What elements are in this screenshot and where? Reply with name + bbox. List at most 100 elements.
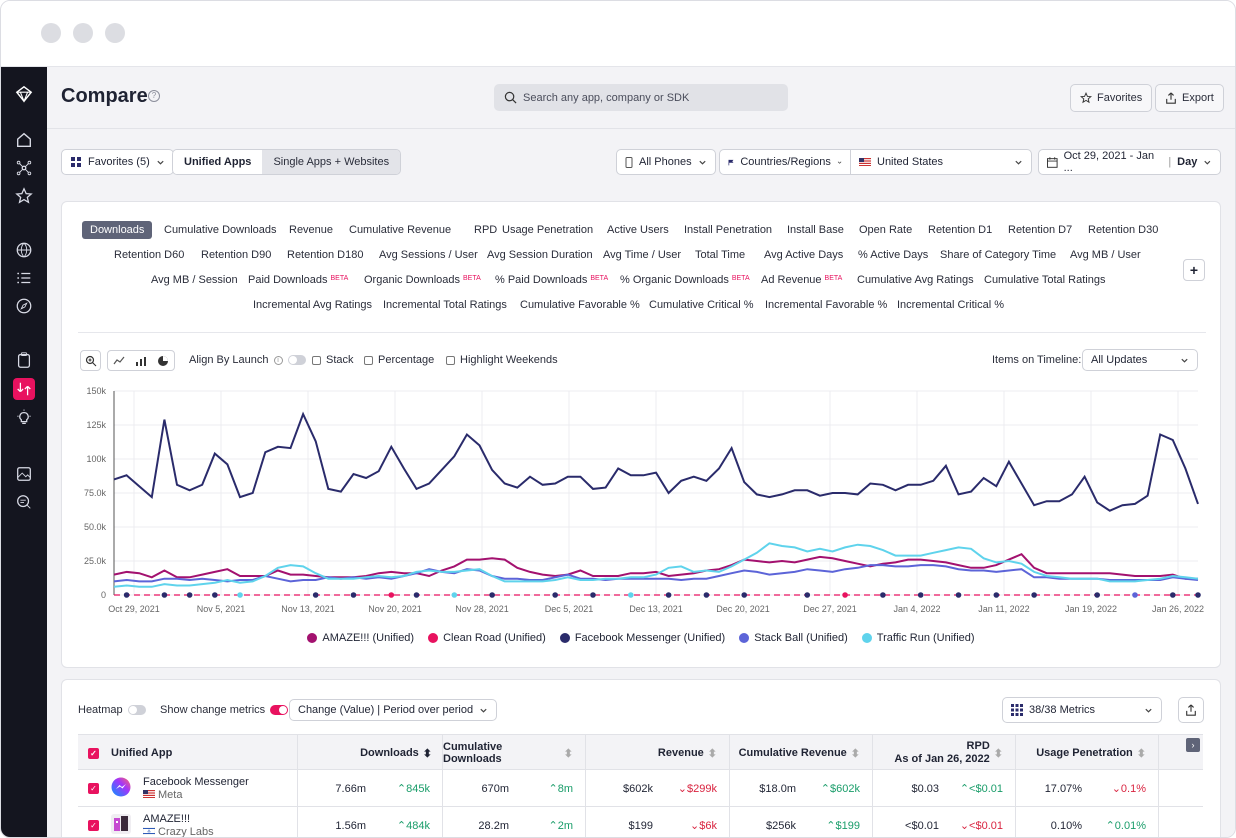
country-dropdown[interactable]: United States <box>850 149 1032 175</box>
metric-tab-retention-d30[interactable]: Retention D30 <box>1088 224 1159 236</box>
update-marker[interactable] <box>552 592 558 598</box>
update-marker[interactable] <box>665 592 672 598</box>
review-search-icon[interactable] <box>13 491 35 513</box>
publisher-name[interactable]: Crazy Labs <box>158 825 214 838</box>
metric-tab-active-days[interactable]: % Active Days <box>858 249 929 261</box>
network-icon[interactable] <box>13 157 35 179</box>
table-export-button[interactable] <box>1178 697 1204 723</box>
percentage-checkbox[interactable]: Percentage <box>364 354 434 366</box>
legend-item[interactable]: Clean Road (Unified) <box>428 632 546 644</box>
logo-gem-icon[interactable] <box>13 83 35 105</box>
metric-tab-retention-d90[interactable]: Retention D90 <box>201 249 272 261</box>
update-marker[interactable] <box>627 592 634 598</box>
metric-tab-incremental-critical[interactable]: Incremental Critical % <box>897 299 1004 311</box>
window-maximize-dot[interactable] <box>105 23 125 43</box>
metric-tab-cumulative-downloads[interactable]: Cumulative Downloads <box>164 224 277 236</box>
update-marker[interactable] <box>1132 592 1138 598</box>
publisher-name[interactable]: Meta <box>158 788 183 801</box>
metric-tab-cumulative-favorable[interactable]: Cumulative Favorable % <box>520 299 640 311</box>
compare-icon[interactable] <box>13 378 35 400</box>
legend-item[interactable]: AMAZE!!! (Unified) <box>307 632 414 644</box>
select-all-checkbox[interactable]: ✓ <box>88 747 99 759</box>
metric-tab-avg-session-duration[interactable]: Avg Session Duration <box>487 249 593 261</box>
metric-tab-install-penetration[interactable]: Install Penetration <box>684 224 773 236</box>
metric-tab-avg-sessions-user[interactable]: Avg Sessions / User <box>379 249 478 261</box>
metric-tab-share-of-category-time[interactable]: Share of Category Time <box>940 249 1057 261</box>
window-minimize-dot[interactable] <box>73 23 93 43</box>
metric-tab-ad-revenue[interactable]: Ad Revenue BETA <box>761 274 843 286</box>
row-checkbox[interactable]: ✓ <box>88 820 99 831</box>
metric-tab-avg-time-user[interactable]: Avg Time / User <box>603 249 682 261</box>
update-marker[interactable] <box>741 592 748 598</box>
favorites-button[interactable]: Favorites <box>1070 84 1153 112</box>
export-button[interactable]: Export <box>1155 84 1224 112</box>
update-marker[interactable] <box>312 592 319 598</box>
list-icon[interactable] <box>13 267 35 289</box>
th-downloads[interactable]: Downloads ⬍ <box>298 735 443 771</box>
update-marker[interactable] <box>413 592 420 598</box>
metric-tab-incremental-total-ratings[interactable]: Incremental Total Ratings <box>383 299 507 311</box>
metrics-selector-dropdown[interactable]: 38/38 Metrics <box>1002 697 1162 723</box>
update-marker[interactable] <box>123 592 130 598</box>
lightbulb-icon[interactable] <box>13 407 35 429</box>
metric-tab-downloads[interactable]: Downloads <box>82 221 153 239</box>
window-close-dot[interactable] <box>41 23 61 43</box>
metric-tab-revenue[interactable]: Revenue <box>289 224 334 236</box>
metric-tab-avg-mb-session[interactable]: Avg MB / Session <box>151 274 238 286</box>
th-revenue[interactable]: Revenue ⬍ <box>586 735 730 771</box>
metric-tab-cumulative-total-ratings[interactable]: Cumulative Total Ratings <box>984 274 1106 286</box>
compass-icon[interactable] <box>13 295 35 317</box>
update-marker[interactable] <box>1169 592 1176 598</box>
th-cum-downloads[interactable]: Cumulative Downloads ⬍ <box>443 735 586 771</box>
series-line-stack-ball-unified[interactable] <box>113 564 1199 583</box>
update-marker[interactable] <box>993 592 1000 598</box>
metric-tab-avg-active-days[interactable]: Avg Active Days <box>764 249 844 261</box>
update-marker[interactable] <box>955 592 962 598</box>
search-bar[interactable]: Search any app, company or SDK <box>494 84 788 111</box>
metric-tab-paid-downloads[interactable]: Paid Downloads BETA <box>248 274 349 286</box>
favorites-dropdown[interactable]: Favorites (5) <box>61 149 174 175</box>
metric-tab-incremental-favorable[interactable]: Incremental Favorable % <box>765 299 888 311</box>
change-mode-dropdown[interactable]: Change (Value) | Period over period <box>289 699 498 721</box>
update-marker[interactable] <box>842 592 848 598</box>
row-checkbox[interactable]: ✓ <box>88 783 99 794</box>
legend-item[interactable]: Stack Ball (Unified) <box>739 632 848 644</box>
update-marker[interactable] <box>161 592 168 598</box>
update-marker[interactable] <box>212 592 218 598</box>
unified-apps-tab[interactable]: Unified Apps <box>173 150 263 174</box>
image-icon[interactable] <box>13 463 35 485</box>
update-marker[interactable] <box>703 592 710 598</box>
update-marker[interactable] <box>186 592 193 598</box>
single-apps-tab[interactable]: Single Apps + Websites <box>262 150 401 174</box>
series-line-amaze-unified[interactable] <box>113 553 1198 580</box>
metric-tab-retention-d1[interactable]: Retention D1 <box>928 224 993 236</box>
update-marker[interactable] <box>590 592 596 598</box>
th-cum-revenue[interactable]: Cumulative Revenue ⬍ <box>730 735 873 771</box>
table-row[interactable]: ✓ AMAZE!!! Crazy Labs 1.56m ⌃484k 28.2m ⌃2m $19… <box>78 807 1203 838</box>
zoom-button[interactable] <box>80 350 101 371</box>
metric-tab-incremental-avg-ratings[interactable]: Incremental Avg Ratings <box>253 299 373 311</box>
clipboard-icon[interactable] <box>13 349 35 371</box>
metric-tab-total-time[interactable]: Total Time <box>695 249 746 261</box>
metric-tab-retention-d180[interactable]: Retention D180 <box>287 249 364 261</box>
stack-checkbox[interactable]: Stack <box>312 354 354 366</box>
metric-tab-usage-penetration[interactable]: Usage Penetration <box>502 224 594 236</box>
metric-tab-cumulative-revenue[interactable]: Cumulative Revenue <box>349 224 452 236</box>
metric-tab-avg-mb-user[interactable]: Avg MB / User <box>1070 249 1141 261</box>
metric-tab-cumulative-avg-ratings[interactable]: Cumulative Avg Ratings <box>857 274 974 286</box>
th-usage-penetration[interactable]: Usage Penetration ⬍ <box>1016 735 1159 771</box>
align-toggle[interactable] <box>287 355 306 365</box>
bar-chart-icon[interactable] <box>135 355 147 367</box>
region-type-dropdown[interactable]: Countries/Regions <box>719 149 851 175</box>
app-name[interactable]: Facebook Messenger <box>143 775 249 788</box>
metric-tab-paid-downloads[interactable]: % Paid Downloads BETA <box>495 274 609 286</box>
change-metrics-toggle[interactable] <box>270 705 289 715</box>
series-line-facebook-messenger-unified[interactable] <box>113 411 1199 512</box>
update-marker[interactable] <box>350 592 357 598</box>
device-dropdown[interactable]: All Phones <box>616 149 716 175</box>
pie-chart-icon[interactable] <box>157 355 169 367</box>
metric-tab-retention-d60[interactable]: Retention D60 <box>114 249 185 261</box>
date-range-picker[interactable]: Oct 29, 2021 - Jan ... | Day <box>1038 149 1221 175</box>
highlight-weekends-checkbox[interactable]: Highlight Weekends <box>446 354 558 366</box>
globe-icon[interactable] <box>13 239 35 261</box>
